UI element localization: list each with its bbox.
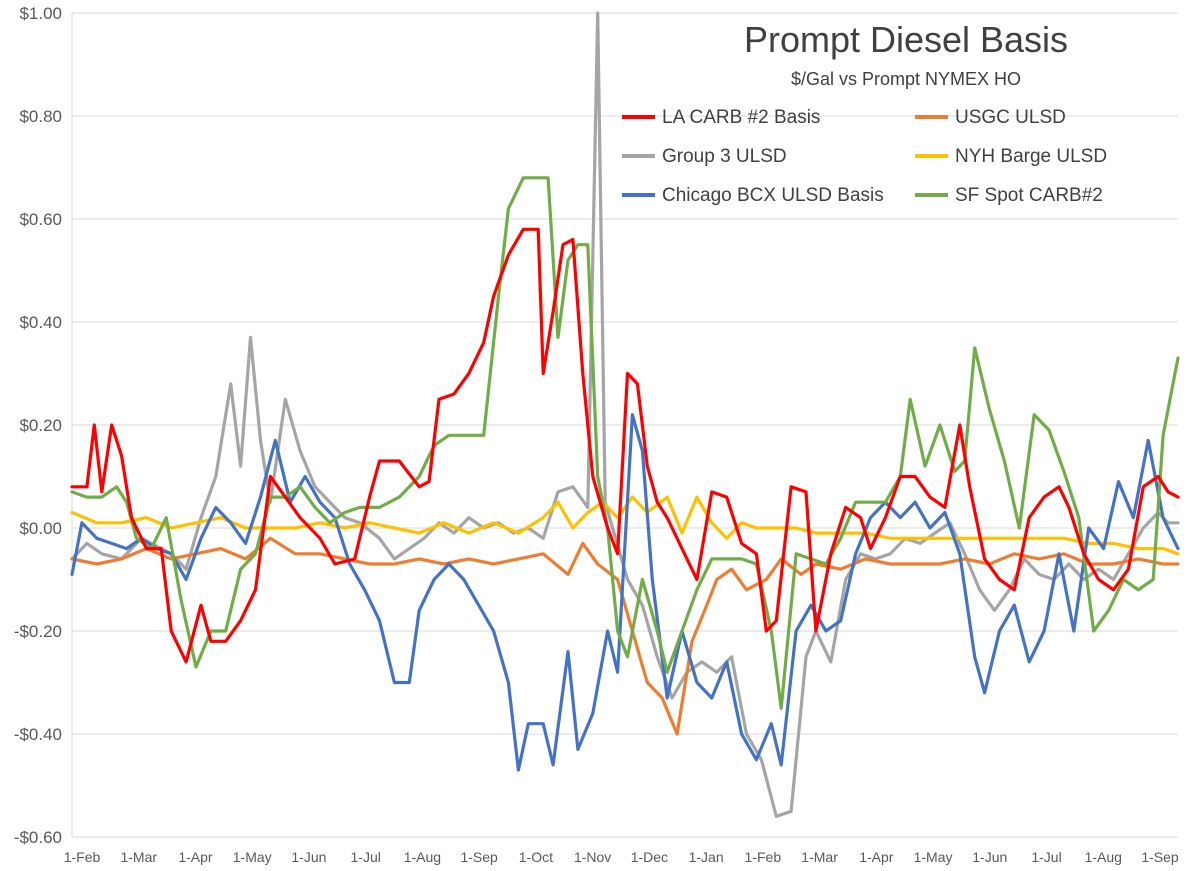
- x-tick-label: 1-Oct: [519, 849, 553, 865]
- x-tick-label: 1-Jul: [1031, 849, 1061, 865]
- x-tick-label: 1-Dec: [631, 849, 668, 865]
- x-tick-label: 1-Jun: [972, 849, 1007, 865]
- x-tick-label: 1-Mar: [801, 849, 838, 865]
- y-tick-label: -$0.20: [14, 622, 62, 641]
- series-line-1: [70, 536, 1180, 736]
- legend-label: NYH Barge ULSD: [955, 146, 1107, 167]
- x-tick-label: 1-May: [233, 849, 272, 865]
- y-tick-label: $0.60: [19, 210, 62, 229]
- series-lines: [70, 11, 1180, 818]
- legend-label: Group 3 ULSD: [662, 146, 787, 167]
- x-tick-label: 1-Apr: [178, 849, 213, 865]
- legend-label: USGC ULSD: [955, 107, 1066, 128]
- legend-label: SF Spot CARB#2: [955, 185, 1103, 206]
- x-tick-label: 1-Apr: [859, 849, 894, 865]
- legend-label: LA CARB #2 Basis: [662, 107, 820, 128]
- y-axis-ticks: $1.00 $0.80 $0.60 $0.40 $0.20 $0.00 -$0.20 -$0.…: [14, 4, 62, 847]
- legend-label: Chicago BCX ULSD Basis: [662, 185, 884, 206]
- chart-subtitle: $/Gal vs Prompt NYMEX HO: [791, 69, 1021, 89]
- series-line-2: [70, 11, 1180, 818]
- y-tick-label: -$0.60: [14, 828, 62, 847]
- x-tick-label: 1-Feb: [64, 849, 101, 865]
- x-tick-label: 1-Sep: [1141, 849, 1179, 865]
- legend: LA CARB #2 Basis USGC ULSD Group 3 ULSD NYH…: [622, 107, 1107, 206]
- series-line-0: [70, 227, 1180, 664]
- y-tick-label: $0.20: [19, 416, 62, 435]
- x-tick-label: 1-Sep: [460, 849, 498, 865]
- y-tick-label: $0.40: [19, 313, 62, 332]
- series-line-4: [70, 413, 1180, 772]
- y-tick-label: $0.00: [19, 519, 62, 538]
- x-tick-label: 1-Jan: [689, 849, 724, 865]
- y-tick-label: -$0.40: [14, 725, 62, 744]
- x-tick-label: 1-Aug: [1085, 849, 1122, 865]
- x-tick-label: 1-Feb: [745, 849, 782, 865]
- x-axis-ticks: 1-Feb 1-Mar 1-Apr 1-May 1-Jun 1-Jul 1-Aug 1-Sep…: [64, 849, 1179, 865]
- y-tick-label: $1.00: [19, 4, 62, 23]
- chart-title: Prompt Diesel Basis: [744, 19, 1068, 60]
- x-tick-label: 1-Jul: [351, 849, 381, 865]
- x-tick-label: 1-Mar: [120, 849, 157, 865]
- x-tick-label: 1-Jun: [291, 849, 326, 865]
- series-line-5: [70, 176, 1180, 710]
- y-tick-label: $0.80: [19, 107, 62, 126]
- series-line-3: [70, 495, 1180, 556]
- x-tick-label: 1-Aug: [404, 849, 441, 865]
- x-tick-label: 1-Nov: [574, 849, 611, 865]
- x-tick-label: 1-May: [914, 849, 953, 865]
